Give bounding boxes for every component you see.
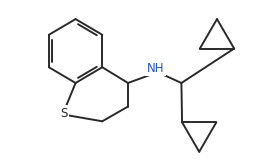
Text: NH: NH [146, 62, 164, 75]
Text: S: S [60, 107, 67, 120]
